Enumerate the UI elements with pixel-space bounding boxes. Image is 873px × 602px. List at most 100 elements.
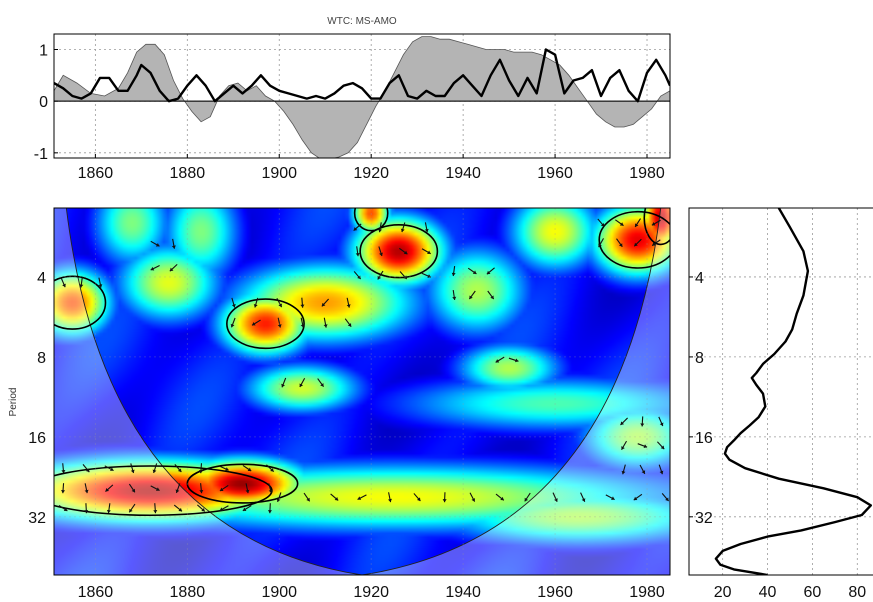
phase-arrow [658,464,664,475]
phase-arrow-head [357,496,362,500]
x-tick-label: 1860 [78,584,114,601]
phase-arrow [413,493,421,502]
phase-arrow [60,277,66,288]
phase-arrow-head [634,242,638,247]
phase-arrow-head [442,499,447,503]
phase-arrow [61,483,66,494]
time-series-line [54,48,670,103]
phase-arrow-head [403,275,407,279]
phase-arrow-head [416,497,421,501]
phase-arrow-head [600,222,605,227]
phase-arrow-head [620,421,625,425]
phase-arrow [219,465,229,471]
phase-arrow-head [155,243,160,247]
phase-arrow-head [472,270,477,274]
phase-arrow-head [651,221,656,226]
phase-arrow [253,297,259,308]
phase-arrow [620,417,628,426]
phase-arrow-head [403,250,408,255]
phase-arrow [150,240,160,247]
phase-arrow [378,222,383,233]
x-tick-label: 20 [714,584,732,601]
significance-contour [353,208,389,232]
phase-arrow-head [278,303,282,308]
x-tick-label: 1880 [170,165,206,182]
phase-arrow [277,317,282,328]
phase-arrow-head [355,252,360,257]
phase-arrow-head [219,487,224,491]
phase-arrow [98,277,103,288]
x-tick-label: 1900 [261,165,297,182]
phase-arrow-head [621,470,626,475]
phase-arrow-head [334,496,339,501]
phase-arrow [597,218,605,227]
phase-arrow-head [451,272,456,276]
phase-arrow-head [230,323,235,328]
phase-arrow [400,222,406,233]
y-tick-label: 4 [37,270,46,287]
y-tick-label: 8 [695,350,704,367]
y-tick-label: 32 [28,510,46,527]
phase-arrow [321,298,330,307]
x-tick-label: 1940 [445,584,481,601]
y-tick-label: 16 [695,430,713,447]
y-tick-label: 1 [39,43,48,60]
phase-arrow [486,267,495,275]
phase-arrow [82,464,90,473]
wavelet-coherence-panel: 1860 1880 1900 1920 1940 1960 1980 4 8 16 32 Peri… [8,207,671,601]
phase-arrow-head [486,270,491,275]
phase-arrow-head [198,470,203,474]
phase-arrow [152,463,158,474]
phase-arrow-head [379,252,383,257]
phase-arrow-head [357,275,361,280]
phase-arrow [640,416,645,427]
phase-arrow-head [660,445,665,450]
phase-arrow-head [471,498,476,502]
x-tick-label: 1980 [629,165,665,182]
phase-arrow [355,246,360,257]
phase-arrow-head [61,490,66,494]
phase-arrow-head [61,470,66,474]
phase-arrow-head [300,324,305,328]
phase-arrow-head [320,383,324,387]
phase-arrow [656,441,665,450]
phase-arrow [344,318,352,328]
phase-arrow-head [618,243,623,247]
phase-arrow [268,483,273,494]
phase-arrow [199,483,204,494]
phase-arrow [106,503,111,514]
phase-arrow-head [347,323,352,327]
phase-arrow [399,271,408,280]
phase-arrow [330,493,339,501]
global-spectrum-line [714,208,872,575]
phase-arrow-head [169,267,174,272]
phase-arrow [230,317,236,328]
phase-arrow-head [424,228,429,233]
phase-arrow-head [490,295,494,300]
phase-arrow [251,319,261,326]
coherence-heatmap [54,208,670,575]
phase-arrow-head [253,304,258,308]
phase-arrow [128,483,136,493]
phase-arrow-head [225,467,229,471]
phase-arrow-head [643,444,648,449]
phase-arrow-head [388,498,392,503]
phase-arrow-head [306,497,310,502]
phase-arrow [605,494,615,501]
phase-arrow [84,483,89,494]
phase-arrow-head [640,423,645,427]
y-tick-label: -1 [34,146,48,163]
phase-arrow [84,503,89,514]
phase-arrow-head [85,468,90,473]
phase-arrow-head [641,470,646,474]
phase-arrow-head [659,422,664,427]
phase-arrow-head [581,498,586,502]
x-tick-label: 40 [759,584,777,601]
phase-arrow [323,317,328,328]
x-tick-label: 1920 [353,584,389,601]
global-spectrum-grid [689,208,873,575]
phase-arrow [495,493,505,501]
phase-arrow-head [346,304,351,308]
phase-arrow [468,290,476,300]
phase-arrow [634,218,641,228]
